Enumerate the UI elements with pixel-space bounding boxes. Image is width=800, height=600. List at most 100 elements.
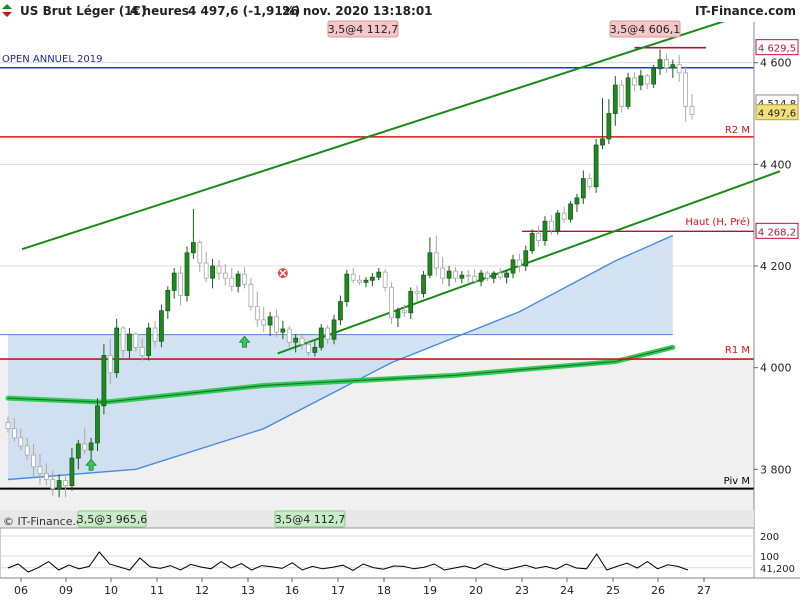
open-annuel-label: OPEN ANNUEL 2019 — [2, 54, 103, 65]
candle-body — [152, 327, 158, 342]
candle — [18, 428, 24, 451]
candle-body — [664, 59, 669, 69]
candle-body — [587, 178, 593, 188]
candle-body — [63, 480, 68, 486]
annotation-top-left[interactable]: 3,5@4 112,7 — [327, 20, 399, 38]
candle — [548, 215, 554, 235]
x-tick-label: 16 — [285, 584, 299, 597]
candle-body — [478, 272, 484, 282]
candle — [338, 295, 343, 325]
candle — [632, 72, 637, 92]
candle — [31, 443, 36, 477]
candle-body — [344, 273, 350, 302]
candle — [472, 269, 478, 285]
candle — [82, 427, 88, 455]
header-arrows-icon[interactable] — [2, 4, 12, 17]
candle-body — [440, 267, 446, 279]
price-label-box — [755, 104, 799, 121]
candle — [465, 270, 471, 284]
candle — [580, 170, 586, 204]
candle-body — [114, 327, 120, 374]
haut-label: Haut (H, Pré) — [685, 216, 750, 228]
candle-body — [465, 274, 471, 277]
price-label-box — [755, 222, 799, 239]
price-label: 4 268,2 — [755, 222, 799, 239]
annotation-top-right[interactable]: 3,5@4 606,1 — [609, 20, 681, 38]
candle — [197, 239, 203, 273]
candle-body — [446, 270, 452, 279]
candle-body — [299, 337, 305, 345]
candle — [453, 267, 458, 283]
candle — [331, 314, 337, 345]
header-bar — [0, 0, 800, 22]
candle-body — [216, 265, 222, 274]
x-tick-label: 27 — [697, 584, 711, 597]
x-tick-label: 18 — [377, 584, 391, 597]
candle-body — [146, 327, 152, 356]
candle-body — [625, 77, 631, 107]
candle-body — [203, 262, 209, 279]
x-tick-label: 23 — [515, 584, 529, 597]
watermark: © IT-Finance.com — [3, 515, 100, 528]
candle — [312, 341, 318, 357]
candle — [689, 94, 695, 120]
candle — [485, 271, 490, 282]
candle — [606, 99, 612, 144]
candle-body — [580, 178, 586, 199]
candle-body — [421, 274, 426, 294]
candle-body — [632, 77, 637, 86]
candle — [299, 335, 305, 350]
candle-body — [159, 310, 164, 342]
candle — [248, 278, 254, 311]
candle — [50, 470, 56, 496]
candle — [459, 271, 465, 284]
y-tick-label: 4 000 — [760, 362, 792, 375]
candles[interactable] — [5, 49, 695, 498]
x-tick-label: 10 — [104, 584, 118, 597]
candle-body — [574, 197, 580, 205]
candle-body — [248, 283, 254, 308]
candle — [350, 268, 356, 284]
candle-body — [5, 422, 11, 430]
y-tick-label: 3 800 — [760, 463, 792, 476]
candle — [242, 267, 247, 289]
candle — [210, 258, 215, 289]
candle-body — [638, 75, 644, 86]
candle-body — [107, 355, 113, 374]
price-label: 4 497,6 — [755, 104, 799, 121]
candle-body — [165, 289, 171, 312]
candle — [427, 237, 433, 279]
candle-body — [491, 272, 497, 279]
candle — [95, 398, 100, 452]
candle — [5, 416, 11, 433]
candle — [235, 271, 241, 293]
sell-cross-mark — [279, 269, 287, 277]
candle — [216, 259, 222, 281]
candle-body — [517, 259, 522, 267]
candle — [75, 439, 81, 470]
candle — [401, 304, 407, 317]
osc-tick-label: 41,200 — [760, 564, 795, 575]
candle-body — [369, 276, 375, 281]
x-tick-label: 11 — [150, 584, 164, 597]
annotation-bottom-mid[interactable]: 3,5@4 112,7 — [274, 510, 346, 528]
candle-body — [178, 272, 183, 296]
x-tick-label: 26 — [651, 584, 665, 597]
candle — [127, 328, 132, 359]
candle-body — [683, 72, 688, 107]
trendline — [21, 2, 781, 251]
candle — [497, 268, 503, 281]
oscillator-line — [7, 551, 689, 573]
candle-body — [318, 327, 324, 348]
timestamp: 26 nov. 2020 13:18:01 — [282, 4, 433, 18]
price-label-text: 4 497,6 — [758, 109, 796, 120]
x-tick-label: 17 — [331, 584, 345, 597]
candle-body — [56, 480, 62, 490]
annotation-bottom-left[interactable]: 3,5@3 965,6 — [77, 510, 147, 528]
candle — [63, 476, 68, 498]
candle-body — [24, 445, 30, 456]
candle — [376, 268, 382, 281]
candle-body — [210, 265, 215, 279]
candle-body — [504, 272, 509, 278]
